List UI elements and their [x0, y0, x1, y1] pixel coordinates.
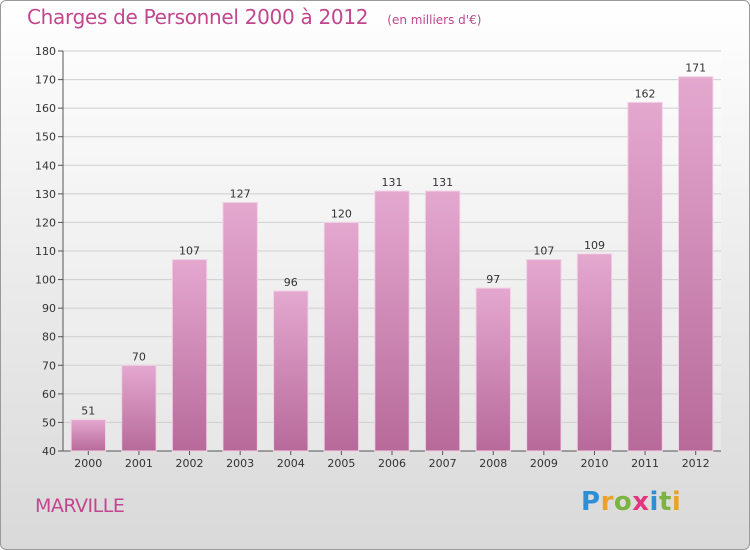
x-tick-label: 2009 — [530, 457, 558, 470]
bar — [475, 287, 511, 452]
chart-title: Charges de Personnel 2000 à 2012 — [27, 5, 369, 29]
x-tick-label: 2001 — [125, 457, 153, 470]
bar — [677, 76, 714, 452]
data-label: 131 — [382, 176, 403, 189]
data-label: 127 — [230, 187, 251, 200]
bar — [627, 101, 663, 452]
x-tick-label: 2008 — [479, 457, 507, 470]
proxiti-logo: Proxiti — [581, 487, 681, 517]
y-tick-label: 150 — [35, 131, 56, 144]
data-label: 97 — [486, 273, 500, 286]
logo-letter: x — [632, 487, 650, 517]
bar — [374, 190, 410, 452]
x-tick-label: 2002 — [176, 457, 204, 470]
logo-letter: t — [658, 487, 672, 517]
bar — [121, 364, 157, 452]
y-tick-label: 170 — [35, 74, 56, 87]
data-label: 120 — [331, 207, 352, 220]
bar — [424, 190, 461, 452]
y-tick-label: 80 — [42, 331, 56, 344]
bar — [171, 259, 208, 452]
data-label: 171 — [685, 62, 706, 75]
data-label: 162 — [635, 87, 656, 100]
logo-letter: i — [649, 487, 659, 517]
data-label: 107 — [179, 245, 200, 258]
bar — [273, 290, 309, 452]
data-label: 96 — [284, 276, 298, 289]
bar — [70, 419, 107, 452]
y-tick-label: 130 — [35, 188, 56, 201]
x-tick-label: 2005 — [327, 457, 355, 470]
x-tick-label: 2004 — [277, 457, 305, 470]
data-label: 107 — [533, 245, 554, 258]
commune-name: MARVILLE — [35, 495, 125, 517]
chart-subtitle: (en milliers d'€) — [387, 13, 482, 27]
data-label: 109 — [584, 239, 605, 252]
y-tick-label: 140 — [35, 159, 56, 172]
x-tick-label: 2006 — [378, 457, 406, 470]
bar — [526, 259, 562, 452]
logo-letter: r — [600, 487, 614, 517]
y-tick-label: 100 — [35, 274, 56, 287]
bar — [576, 253, 613, 452]
logo-letter: i — [671, 487, 682, 517]
title-row: Charges de Personnel 2000 à 2012 (en mil… — [27, 5, 481, 29]
y-tick-label: 110 — [35, 245, 56, 258]
y-tick-label: 160 — [35, 102, 56, 115]
y-tick-label: 90 — [42, 302, 56, 315]
logo-letter: P — [581, 487, 601, 517]
y-tick-label: 60 — [42, 388, 56, 401]
bar — [323, 221, 360, 452]
x-tick-label: 2003 — [226, 457, 254, 470]
bar — [222, 201, 258, 452]
y-tick-label: 40 — [42, 445, 56, 458]
y-tick-label: 70 — [42, 359, 56, 372]
data-label: 131 — [432, 176, 453, 189]
x-tick-label: 2000 — [74, 457, 102, 470]
x-tick-label: 2010 — [580, 457, 608, 470]
y-tick-label: 50 — [42, 416, 56, 429]
y-tick-label: 180 — [35, 45, 56, 58]
logo-letter: o — [613, 487, 633, 517]
y-tick-label: 120 — [35, 216, 56, 229]
x-tick-label: 2007 — [429, 457, 457, 470]
x-tick-label: 2012 — [682, 457, 710, 470]
data-label: 51 — [81, 405, 95, 418]
x-tick-label: 2011 — [631, 457, 659, 470]
data-label: 70 — [132, 350, 146, 363]
